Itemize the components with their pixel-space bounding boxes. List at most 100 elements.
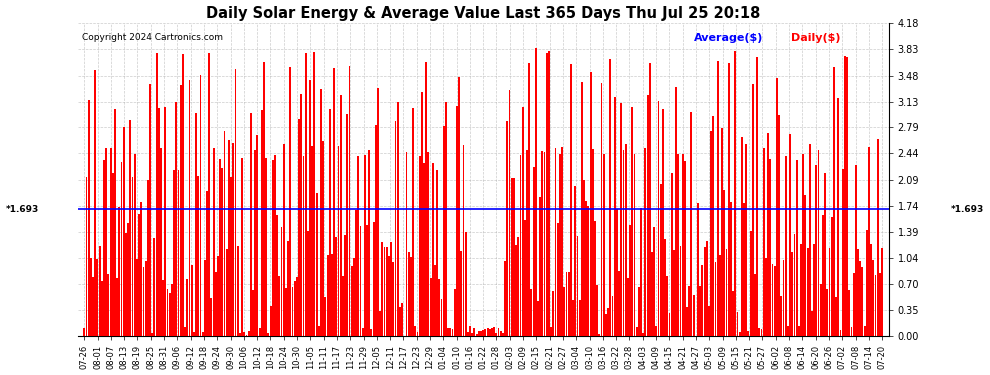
Bar [634,154,636,336]
Bar [108,274,109,336]
Bar [188,80,190,336]
Bar [495,333,497,336]
Bar [500,331,502,336]
Bar [447,328,449,336]
Bar [733,291,734,336]
Bar [852,273,854,336]
Bar [175,102,177,336]
Bar [565,273,567,336]
Bar [713,116,714,336]
Bar [554,148,556,336]
Bar [375,125,377,336]
Bar [475,334,477,336]
Bar [355,210,357,336]
Bar [248,331,249,336]
Bar [114,109,116,336]
Bar [872,260,874,336]
Bar [487,328,488,336]
Bar [366,225,368,336]
Bar [623,150,625,336]
Bar [769,159,771,336]
Bar [675,87,677,336]
Bar [283,144,285,336]
Bar [258,327,260,336]
Bar [331,254,333,336]
Bar [401,303,403,336]
Bar [272,159,273,336]
Bar [309,80,311,336]
Bar [432,163,434,336]
Bar [763,148,764,336]
Bar [147,180,148,336]
Bar [666,276,668,336]
Bar [99,246,101,336]
Bar [857,249,859,336]
Bar [265,158,267,336]
Bar [311,146,313,336]
Bar [177,170,179,336]
Bar [186,279,188,336]
Bar [796,160,798,336]
Bar [139,214,140,336]
Bar [717,60,719,336]
Bar [123,126,125,336]
Bar [747,331,749,336]
Bar [136,259,138,336]
Bar [462,145,464,336]
Bar [612,296,614,336]
Bar [778,115,780,336]
Bar [813,244,815,336]
Bar [662,109,664,336]
Bar [805,195,806,336]
Bar [751,84,753,336]
Bar [246,334,248,336]
Bar [228,140,230,336]
Bar [340,96,342,336]
Bar [719,255,721,336]
Bar [668,313,670,336]
Bar [561,147,563,336]
Bar [552,291,554,336]
Bar [621,103,623,336]
Bar [816,165,818,336]
Bar [430,278,432,336]
Bar [641,207,642,336]
Bar [478,332,480,336]
Bar [423,163,425,336]
Bar [625,144,627,336]
Bar [807,248,809,336]
Bar [449,328,451,336]
Bar [610,59,611,336]
Bar [143,267,145,336]
Bar [222,168,224,336]
Bar [677,154,679,336]
Bar [428,152,430,336]
Bar [529,63,531,336]
Bar [338,146,340,336]
Bar [357,156,359,336]
Bar [90,258,92,336]
Bar [688,286,690,336]
Bar [850,327,852,336]
Bar [116,278,118,336]
Bar [721,128,723,336]
Bar [574,186,576,336]
Bar [809,144,811,336]
Bar [868,147,870,336]
Bar [219,159,221,336]
Bar [498,328,500,336]
Bar [614,97,616,336]
Bar [877,139,879,336]
Bar [598,334,600,336]
Bar [231,177,232,336]
Bar [863,326,865,336]
Bar [567,272,569,336]
Bar [583,180,585,336]
Bar [101,281,103,336]
Bar [208,54,210,336]
Text: Copyright 2024 Cartronics.com: Copyright 2024 Cartronics.com [82,33,223,42]
Bar [372,222,374,336]
Bar [616,209,618,336]
Bar [453,289,455,336]
Bar [833,68,835,336]
